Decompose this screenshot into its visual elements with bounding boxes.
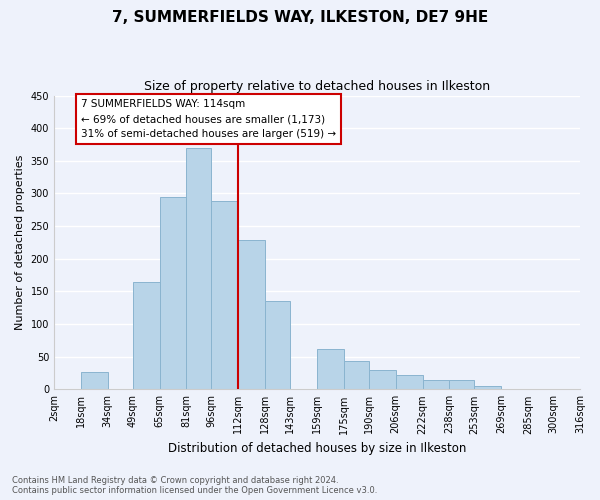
Bar: [160, 196, 187, 390]
Text: 7, SUMMERFIELDS WAY, ILKESTON, DE7 9HE: 7, SUMMERFIELDS WAY, ILKESTON, DE7 9HE: [112, 10, 488, 25]
Bar: [344, 361, 369, 390]
Bar: [265, 301, 290, 390]
Bar: [422, 380, 449, 390]
Title: Size of property relative to detached houses in Ilkeston: Size of property relative to detached ho…: [144, 80, 490, 93]
Bar: [81, 372, 107, 390]
Bar: [317, 349, 344, 390]
Bar: [238, 240, 265, 390]
Bar: [396, 375, 422, 390]
Bar: [211, 202, 238, 390]
Bar: [369, 370, 396, 390]
Text: 7 SUMMERFIELDS WAY: 114sqm
← 69% of detached houses are smaller (1,173)
31% of s: 7 SUMMERFIELDS WAY: 114sqm ← 69% of deta…: [81, 99, 336, 139]
Bar: [449, 380, 475, 390]
Text: Contains HM Land Registry data © Crown copyright and database right 2024.
Contai: Contains HM Land Registry data © Crown c…: [12, 476, 377, 495]
Y-axis label: Number of detached properties: Number of detached properties: [15, 154, 25, 330]
Bar: [133, 282, 160, 390]
Bar: [187, 148, 211, 390]
X-axis label: Distribution of detached houses by size in Ilkeston: Distribution of detached houses by size …: [168, 442, 466, 455]
Bar: [475, 386, 501, 390]
